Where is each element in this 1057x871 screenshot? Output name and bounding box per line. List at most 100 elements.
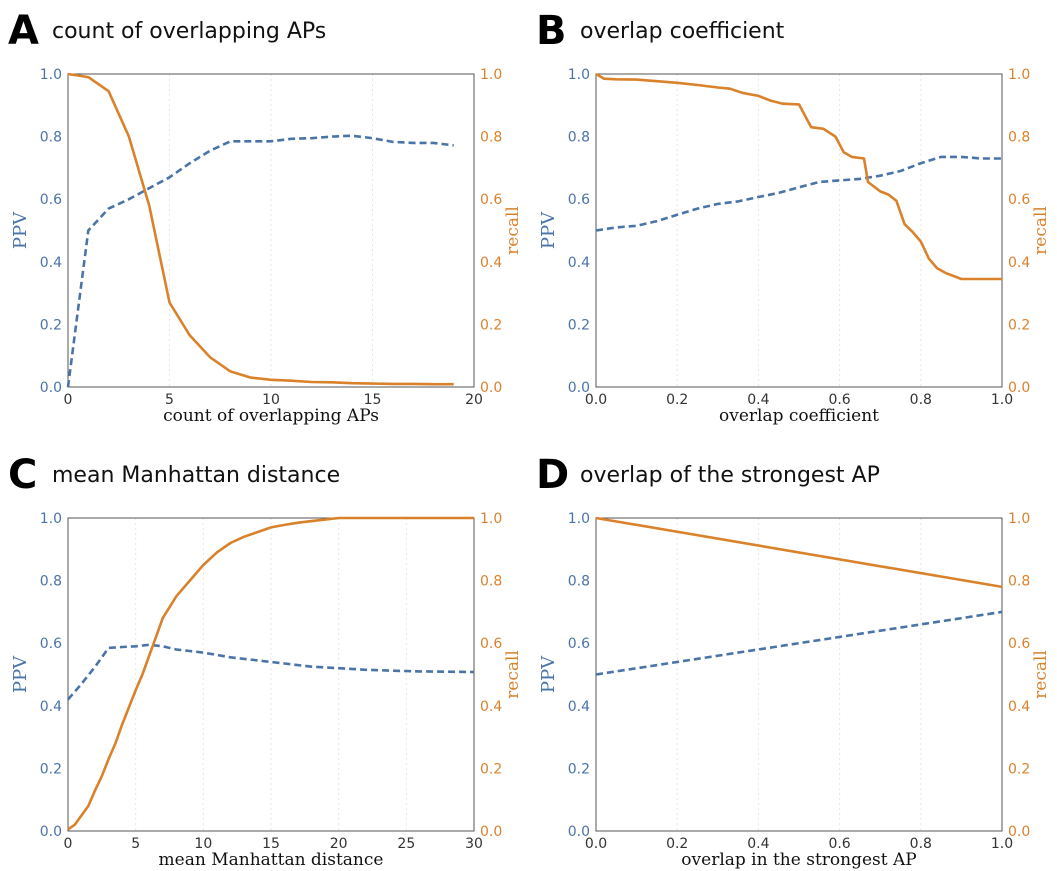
x-tick-label: 30 bbox=[465, 836, 483, 852]
panel-letter: D bbox=[536, 452, 569, 498]
x-axis-label: mean Manhattan distance bbox=[159, 850, 384, 870]
y-tick-label-left: 0.2 bbox=[40, 317, 62, 333]
x-tick-label: 20 bbox=[330, 836, 348, 852]
y-tick-label-left: 0.6 bbox=[568, 192, 590, 208]
y-tick-label-left: 0.0 bbox=[568, 824, 590, 840]
plot-frame bbox=[595, 73, 1003, 388]
y-tick-label-right: 0.2 bbox=[480, 761, 502, 777]
x-tick-label: 1.0 bbox=[991, 392, 1013, 408]
x-tick-label: 15 bbox=[262, 836, 280, 852]
x-tick-label: 25 bbox=[397, 836, 415, 852]
recall-series-line bbox=[595, 72, 1002, 281]
y-tick-label-right: 0.8 bbox=[480, 130, 502, 146]
y-tick-label-left: 0.8 bbox=[40, 574, 62, 590]
panel-letter: C bbox=[8, 452, 37, 498]
ppv-series-line bbox=[66, 134, 454, 388]
x-tick-label: 0.6 bbox=[828, 392, 850, 408]
panel-title: count of overlapping APs bbox=[52, 19, 326, 44]
y-axis-label-left: PPV bbox=[538, 211, 559, 249]
y-tick-label-left: 0.0 bbox=[40, 380, 62, 396]
panel-letter: B bbox=[536, 8, 567, 54]
recall-series-line bbox=[67, 72, 454, 386]
x-tick-label: 0.2 bbox=[666, 836, 688, 852]
y-axis-label-right: recall bbox=[1031, 206, 1051, 255]
recall-series-line bbox=[67, 516, 474, 831]
x-tick-label: 0.8 bbox=[910, 392, 932, 408]
y-tick-label-left: 0.2 bbox=[568, 761, 590, 777]
plot-frame bbox=[595, 517, 1003, 832]
recall-series-line bbox=[595, 516, 1003, 589]
y-tick-label-left: 0.8 bbox=[568, 574, 590, 590]
y-tick-label-left: 0.8 bbox=[568, 130, 590, 146]
y-tick-label-right: 0.0 bbox=[480, 824, 502, 840]
y-tick-label-right: 0.2 bbox=[1008, 761, 1030, 777]
ppv-series-line bbox=[67, 643, 475, 701]
y-tick-label-right: 0.2 bbox=[1008, 317, 1030, 333]
y-tick-label-right: 0.0 bbox=[1008, 824, 1030, 840]
x-tick-label: 0 bbox=[64, 392, 73, 408]
y-tick-label-left: 0.0 bbox=[40, 824, 62, 840]
x-tick-label: 10 bbox=[194, 836, 212, 852]
y-tick-label-right: 0.6 bbox=[480, 192, 502, 208]
x-tick-label: 0.0 bbox=[585, 392, 607, 408]
x-tick-label: 0 bbox=[64, 836, 73, 852]
x-tick-label: 0.0 bbox=[585, 836, 607, 852]
y-tick-label-left: 0.2 bbox=[40, 761, 62, 777]
x-tick-label: 20 bbox=[465, 392, 483, 408]
x-tick-label: 0.4 bbox=[747, 836, 769, 852]
y-tick-label-right: 0.4 bbox=[1008, 699, 1030, 715]
plot-frame bbox=[67, 73, 475, 388]
x-tick-label: 0.8 bbox=[910, 836, 932, 852]
y-tick-label-left: 0.4 bbox=[40, 255, 62, 271]
x-tick-label: 5 bbox=[165, 392, 174, 408]
y-axis-label-right: recall bbox=[503, 650, 523, 699]
y-tick-label-right: 0.6 bbox=[480, 636, 502, 652]
y-tick-label-right: 0.6 bbox=[1008, 636, 1030, 652]
y-tick-label-left: 1.0 bbox=[568, 67, 590, 83]
y-tick-label-right: 0.4 bbox=[480, 255, 502, 271]
y-tick-label-left: 0.6 bbox=[568, 636, 590, 652]
y-tick-label-left: 1.0 bbox=[40, 511, 62, 527]
y-tick-label-left: 1.0 bbox=[40, 67, 62, 83]
x-tick-label: 1.0 bbox=[991, 836, 1013, 852]
y-tick-label-right: 1.0 bbox=[480, 67, 502, 83]
x-tick-label: 5 bbox=[131, 836, 140, 852]
ppv-series-line bbox=[595, 155, 1002, 232]
x-tick-label: 0.2 bbox=[666, 392, 688, 408]
y-tick-label-left: 1.0 bbox=[568, 511, 590, 527]
y-axis-label-right: recall bbox=[1031, 650, 1051, 699]
y-tick-label-right: 0.4 bbox=[1008, 255, 1030, 271]
x-axis-label: overlap in the strongest AP bbox=[681, 850, 916, 870]
y-tick-label-right: 1.0 bbox=[1008, 67, 1030, 83]
y-tick-label-right: 1.0 bbox=[480, 511, 502, 527]
y-axis-label-right: recall bbox=[503, 206, 523, 255]
x-tick-label: 15 bbox=[364, 392, 382, 408]
y-tick-label-right: 0.2 bbox=[480, 317, 502, 333]
ppv-series-line bbox=[595, 610, 1003, 676]
y-tick-label-right: 0.4 bbox=[480, 699, 502, 715]
plot-frame bbox=[67, 517, 475, 832]
y-tick-label-left: 0.6 bbox=[40, 636, 62, 652]
y-tick-label-right: 0.0 bbox=[1008, 380, 1030, 396]
y-tick-label-left: 0.4 bbox=[568, 255, 590, 271]
y-tick-label-right: 1.0 bbox=[1008, 511, 1030, 527]
x-tick-label: 0.4 bbox=[747, 392, 769, 408]
y-tick-label-left: 0.4 bbox=[568, 699, 590, 715]
panel-title: overlap of the strongest AP bbox=[580, 463, 880, 488]
x-tick-label: 10 bbox=[262, 392, 280, 408]
panel-letter: A bbox=[8, 8, 39, 54]
panel-title: overlap coefficient bbox=[580, 19, 785, 44]
y-tick-label-right: 0.8 bbox=[480, 574, 502, 590]
x-axis-label: overlap coefficient bbox=[719, 406, 879, 426]
y-tick-label-right: 0.0 bbox=[480, 380, 502, 396]
y-tick-label-right: 0.8 bbox=[1008, 130, 1030, 146]
y-tick-label-left: 0.4 bbox=[40, 699, 62, 715]
y-tick-label-left: 0.8 bbox=[40, 130, 62, 146]
y-tick-label-left: 0.0 bbox=[568, 380, 590, 396]
panel-title: mean Manhattan distance bbox=[52, 463, 340, 488]
